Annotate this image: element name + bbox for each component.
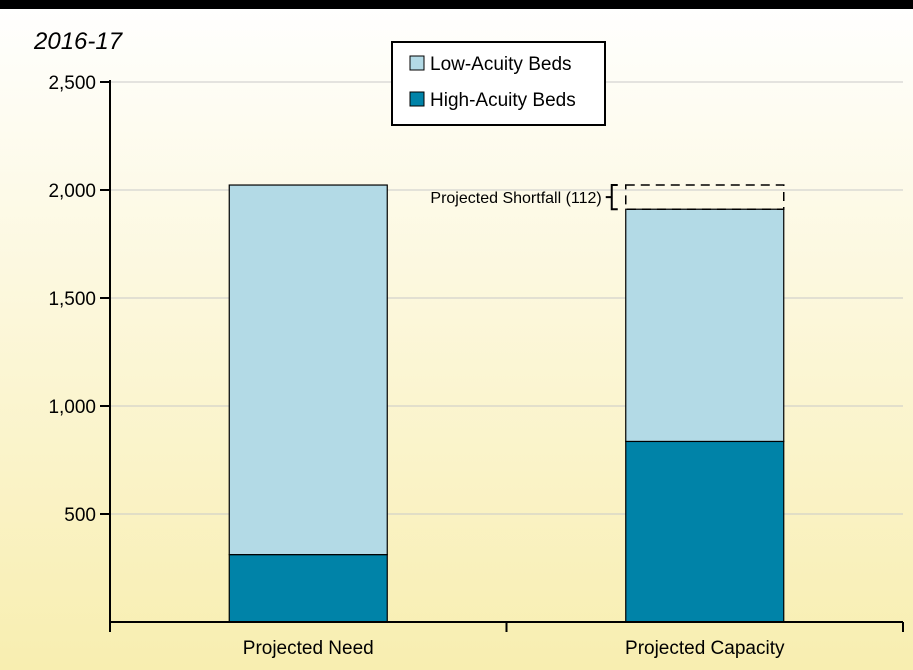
bar-high-acuity-beds (228, 554, 388, 623)
shortfall-label: Projected Shortfall (112) (430, 190, 601, 207)
legend-box (391, 41, 606, 126)
bar-high-acuity-beds (625, 440, 785, 623)
x-tick-label: Projected Capacity (625, 638, 785, 659)
bar-low-acuity-beds (625, 208, 785, 443)
y-tick-label: 2,000 (48, 181, 96, 202)
y-tick-label: 2,500 (48, 73, 96, 94)
y-tick-label: 1,000 (48, 397, 96, 418)
shortfall-bracket (605, 184, 618, 211)
x-tick-label: Projected Need (243, 638, 374, 659)
bars: Projected Shortfall (112) (228, 184, 785, 623)
legend-label: Low-Acuity Beds (430, 54, 572, 75)
chart-title: 2016-17 (33, 28, 124, 55)
shortfall-box (625, 184, 785, 210)
legend-label: High-Acuity Beds (430, 90, 576, 111)
top-border-bar (0, 0, 913, 9)
legend-swatch (409, 91, 425, 107)
bar-low-acuity-beds (228, 184, 388, 556)
y-tick-label: 1,500 (48, 289, 96, 310)
legend: Low-Acuity Beds High-Acuity Beds (391, 41, 606, 126)
legend-swatch (409, 55, 425, 71)
axes: 500 1,000 1,500 2,000 2,500 Projected Need Pro… (48, 73, 904, 659)
y-tick-label: 500 (64, 505, 96, 526)
